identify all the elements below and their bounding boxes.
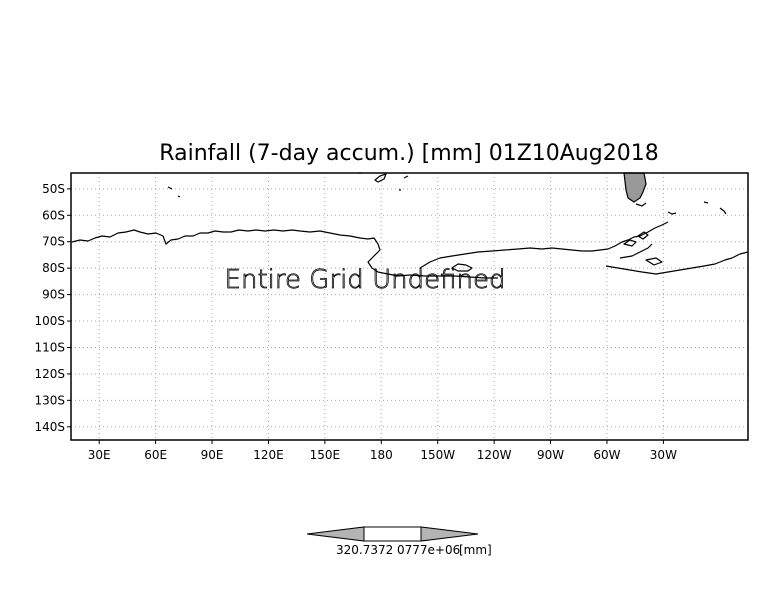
auckland-islands (374, 173, 387, 183)
y-tick-label-70S: 70S (42, 235, 65, 249)
y-tick-label-90S: 90S (42, 288, 65, 302)
weddell-coast (605, 251, 749, 275)
heard-island (177, 195, 181, 198)
y-tick-label-130S: 130S (34, 393, 65, 407)
y-tick-label-110S: 110S (34, 340, 65, 354)
colorbar-right-triangle (420, 526, 479, 542)
tierra-del-fuego (635, 202, 647, 207)
y-tick-label-80S: 80S (42, 261, 65, 275)
antarctica-west-coast (419, 221, 669, 269)
x-tick-label-60W: 60W (593, 448, 620, 462)
coastlines (71, 172, 749, 279)
x-tick-label-90W: 90W (537, 448, 564, 462)
map-frame (70, 172, 749, 441)
south-orkney (719, 207, 727, 215)
ross-island (451, 263, 473, 272)
x-tick-label-180: 180 (370, 448, 393, 462)
undefined-grid-message: Entire Grid Undefined (225, 265, 506, 295)
x-tick-label-30E: 30E (88, 448, 111, 462)
map-title: Rainfall (7-day accum.) [mm] 01Z10Aug201… (159, 141, 658, 166)
x-tick-label-60E: 60E (144, 448, 167, 462)
x-tick-label-120W: 120W (477, 448, 512, 462)
y-tick-label-60S: 60S (42, 208, 65, 222)
x-tick-label-120E: 120E (253, 448, 284, 462)
peninsula-islands (623, 231, 649, 247)
y-tick-label-100S: 100S (34, 314, 65, 328)
colorbar-left-triangle (306, 526, 365, 542)
kerguelen-island (167, 186, 173, 190)
x-tick-label-30W: 30W (650, 448, 677, 462)
south-georgia (703, 201, 709, 204)
colorbar-unit-label: [mm] (459, 543, 492, 557)
south-america-tip (623, 172, 647, 203)
ross-ice-shelf-edge (409, 274, 498, 279)
antarctica-east-coast (71, 229, 411, 277)
x-tick-label-90E: 90E (201, 448, 224, 462)
graticule (71, 173, 748, 440)
colorbar: 320.7372 0777e+06 [mm] (306, 526, 492, 557)
x-axis-ticks: 30E 60E 90E 120E 150E 180 150W 120W 90W 60W 30W (88, 440, 677, 462)
south-shetland (667, 211, 677, 215)
campbell-island (403, 175, 409, 179)
berkner-island (645, 257, 663, 266)
colorbar-label-high: 0777e+06 (397, 543, 460, 557)
x-tick-label-150W: 150W (420, 448, 455, 462)
x-tick-label-150E: 150E (310, 448, 341, 462)
colorbar-center-box (363, 526, 422, 542)
y-tick-label-50S: 50S (42, 182, 65, 196)
colorbar-label-low: 320.7372 (336, 543, 393, 557)
y-axis-ticks: 50S 60S 70S 80S 90S 100S 110S 120S 130S 140S (34, 182, 71, 434)
y-tick-label-120S: 120S (34, 367, 65, 381)
weddell-coast-inner (619, 243, 653, 259)
y-tick-label-140S: 140S (34, 420, 65, 434)
